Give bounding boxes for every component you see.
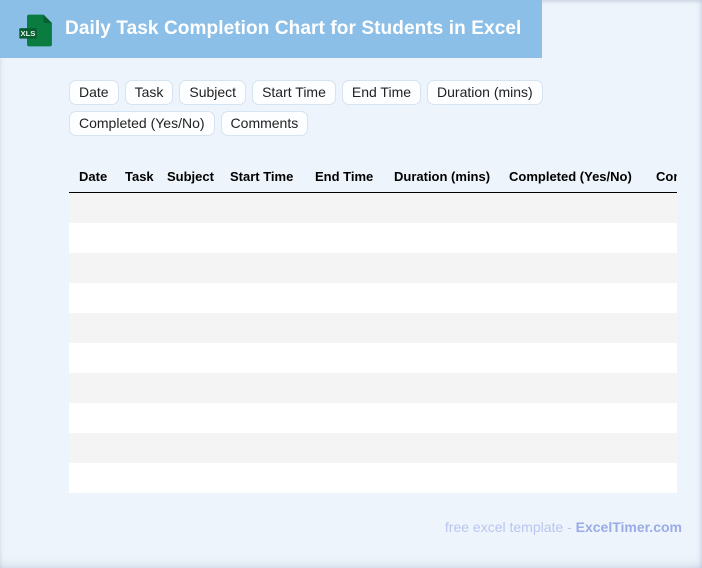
svg-text:XLS: XLS xyxy=(20,29,35,38)
